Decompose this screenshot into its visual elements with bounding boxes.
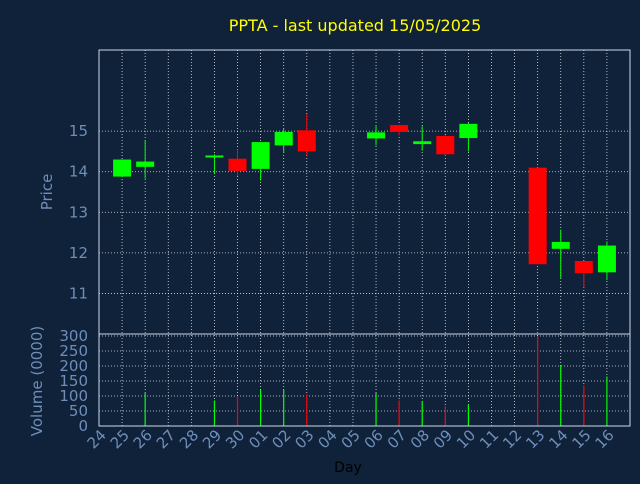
price-tick-label: 13 (69, 203, 88, 221)
volume-panel-frame (98, 333, 631, 427)
price-tick-label: 11 (69, 284, 88, 302)
volume-tick-label: 100 (59, 387, 88, 405)
candle-body (205, 155, 224, 158)
candle-body (367, 132, 386, 139)
price-tick-label: 14 (69, 163, 88, 181)
price-tick-label: 12 (69, 244, 88, 262)
candle-body (528, 167, 547, 265)
x-tick-label: 16 (592, 426, 618, 452)
grid (99, 50, 631, 427)
chart-title: PPTA - last updated 15/05/2025 (229, 16, 482, 35)
candle-body (459, 123, 478, 139)
volume-tick-label: 0 (78, 417, 88, 435)
volume-tick-label: 250 (59, 342, 88, 360)
candle-body (436, 136, 455, 155)
candle-body (551, 241, 570, 249)
volume-tick-label: 50 (69, 402, 88, 420)
candle-body (297, 130, 316, 152)
candle-body (390, 125, 409, 132)
volume-tick-label: 300 (59, 327, 88, 345)
x-axis-label: Day (334, 460, 362, 476)
candle-body (597, 245, 616, 273)
candle-body (136, 161, 155, 167)
candle-body (228, 158, 247, 171)
candle-body (113, 159, 132, 177)
volume-axis-label: Volume (0000) (28, 326, 46, 436)
volume-tick-label: 200 (59, 357, 88, 375)
chart-marks (113, 114, 616, 426)
candle-body (274, 131, 293, 146)
candle-body (413, 141, 432, 145)
price-axis-label: Price (38, 174, 56, 211)
candle-body (251, 142, 270, 169)
price-panel-frame (98, 49, 631, 335)
price-tick-label: 15 (69, 122, 88, 140)
volume-tick-label: 150 (59, 372, 88, 390)
candle-body (574, 260, 593, 274)
